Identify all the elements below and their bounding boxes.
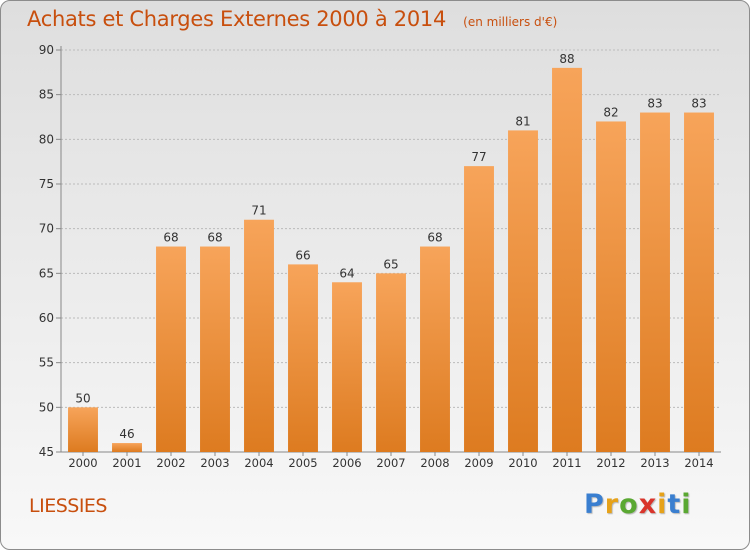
y-tick-label: 90 [39,43,54,57]
y-tick-label: 65 [39,266,54,280]
bar [420,246,450,452]
x-tick-label: 2001 [112,456,141,470]
data-label: 71 [251,204,266,218]
x-tick-label: 2008 [420,456,449,470]
bar [640,112,670,453]
x-tick-label: 2006 [332,456,361,470]
data-label: 66 [295,248,310,262]
bar [376,273,406,452]
bar [200,246,230,452]
x-tick-label: 2002 [156,456,185,470]
bar [288,264,318,452]
y-tick-label: 60 [39,311,54,325]
chart-title: Achats et Charges Externes 2000 à 2014 (… [27,7,557,31]
location-label: LIESSIES [29,495,107,517]
data-label: 50 [75,391,90,405]
x-tick-label: 2010 [508,456,537,470]
data-label: 68 [163,231,178,245]
y-tick-label: 85 [39,88,54,102]
data-label: 68 [427,231,442,245]
logo-letter: i [681,489,692,520]
x-tick-label: 2000 [68,456,97,470]
bar [508,130,538,452]
bar [112,443,142,452]
logo-letter: x [638,489,658,520]
data-label: 77 [471,150,486,164]
bar [68,407,98,452]
x-tick-label: 2011 [552,456,581,470]
proxiti-logo: Proxiti [584,489,692,520]
data-label: 46 [119,427,134,441]
bar [156,246,186,452]
logo-letter: t [667,489,682,520]
data-label: 65 [383,257,398,271]
bar [552,67,582,452]
data-label: 82 [603,105,618,119]
y-tick-label: 70 [39,222,54,236]
y-tick-label: 75 [39,177,54,191]
x-tick-label: 2012 [596,456,625,470]
data-label: 83 [691,97,706,111]
bar [596,121,626,452]
x-tick-label: 2003 [200,456,229,470]
y-tick-label: 45 [39,445,54,459]
bar [332,282,362,452]
logo-letter: i [657,489,668,520]
y-tick-label: 80 [39,132,54,146]
bar [244,219,274,452]
x-tick-label: 2014 [684,456,713,470]
x-tick-label: 2005 [288,456,317,470]
logo-letter: o [619,489,639,520]
data-label: 64 [339,266,354,280]
data-label: 68 [207,231,222,245]
x-tick-label: 2009 [464,456,493,470]
x-tick-label: 2004 [244,456,273,470]
logo-letter: P [584,489,605,520]
title-text: Achats et Charges Externes 2000 à 2014 [27,7,447,31]
logo-letter: r [604,489,620,520]
y-tick-label: 50 [39,400,54,414]
bar [464,166,494,452]
labels: 45 50 55 60 65 70 75 80 85 90 50 2000 46 2001 68 2002 68… [39,43,714,470]
bars [68,67,714,453]
y-tick-label: 55 [39,356,54,370]
x-tick-label: 2013 [640,456,669,470]
bar [684,112,714,453]
unit-note: (en milliers d'€) [463,15,558,29]
data-label: 81 [515,114,530,128]
x-tick-label: 2007 [376,456,405,470]
data-label: 83 [647,97,662,111]
data-label: 88 [559,52,574,66]
